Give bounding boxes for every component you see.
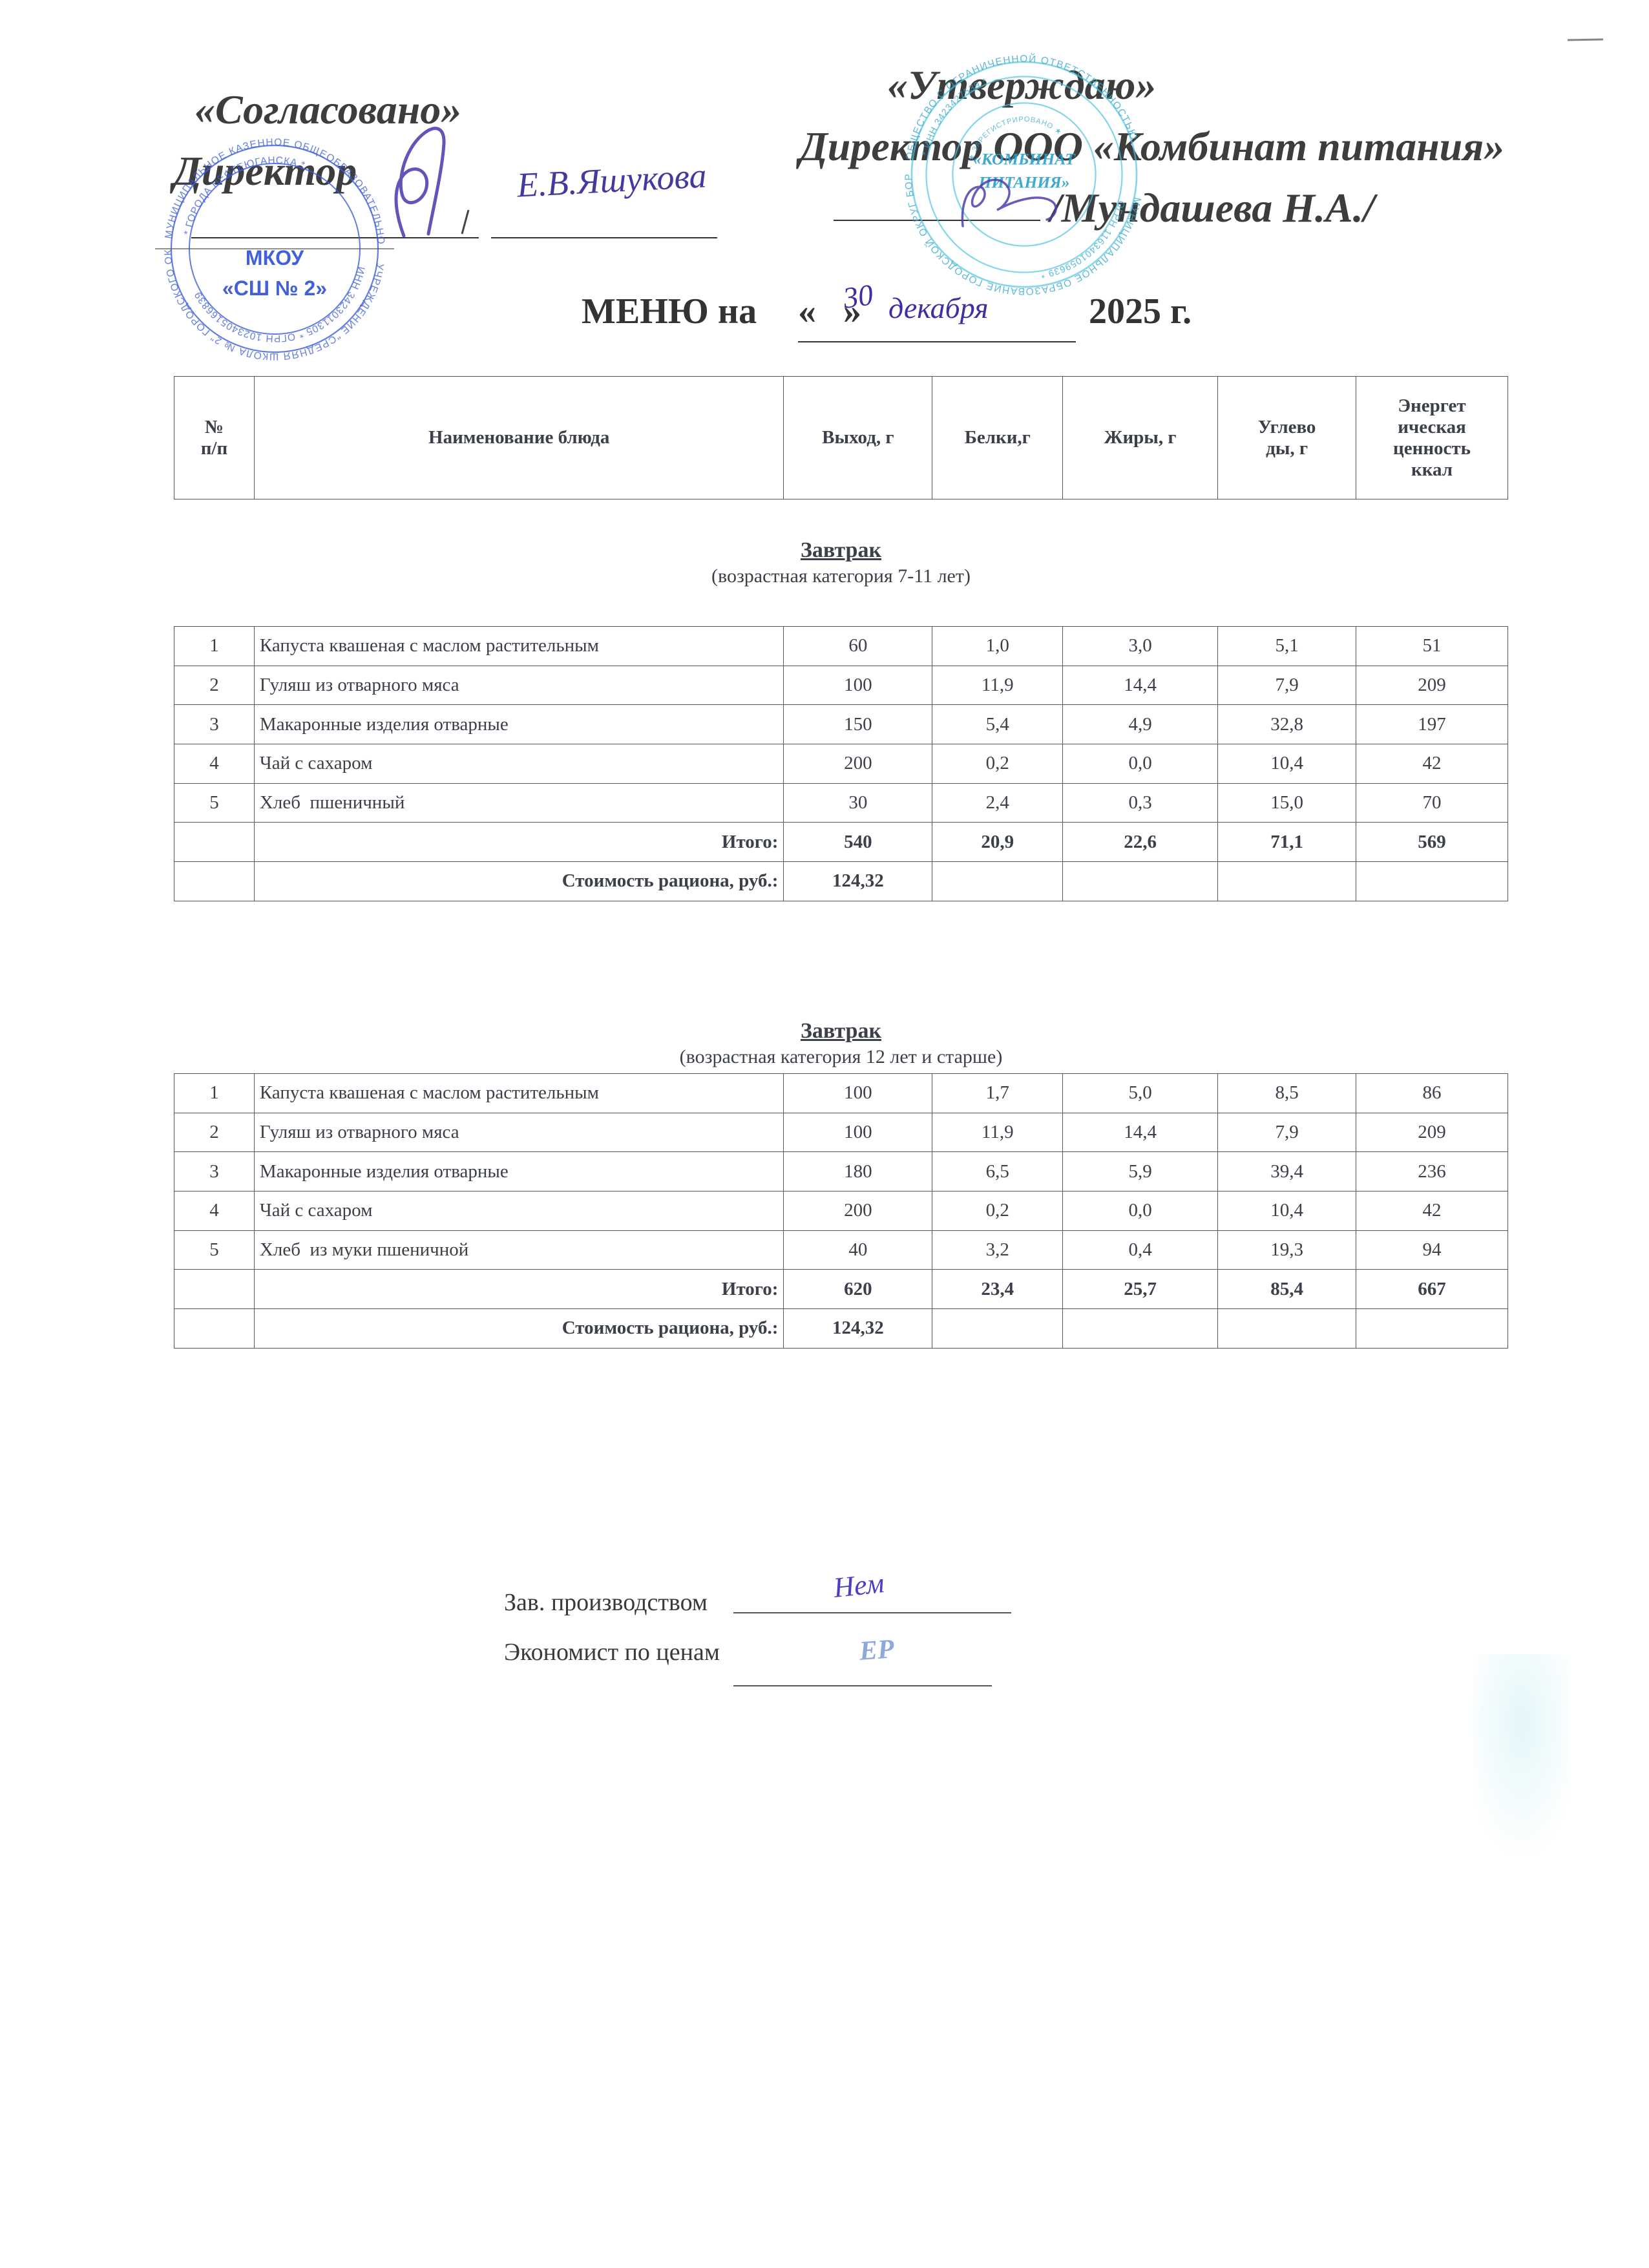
svg-text:«СШ № 2»: «СШ № 2» [222, 277, 327, 300]
svg-text:ОБЩЕСТВО С ОГРАНИЧЕННОЙ ОТВЕТС: ОБЩЕСТВО С ОГРАНИЧЕННОЙ ОТВЕТСТВЕННОСТЬЮ [904, 53, 1139, 161]
svg-text:МКОУ: МКОУ [246, 246, 304, 269]
